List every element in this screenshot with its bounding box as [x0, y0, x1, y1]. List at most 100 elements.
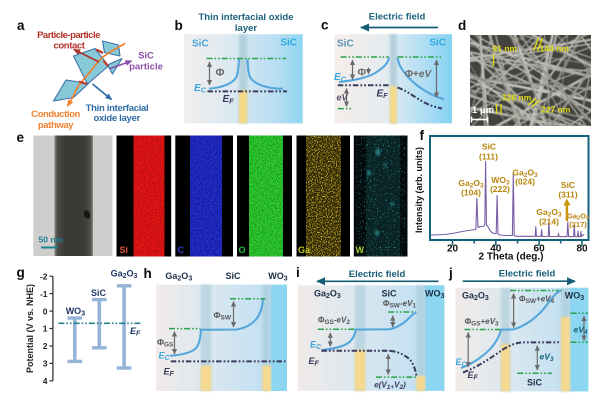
svg-text:j: j [448, 266, 453, 281]
svg-text:WO3: WO3 [66, 306, 86, 318]
svg-text:Ga2O3: Ga2O3 [512, 168, 538, 180]
svg-text:Conduction: Conduction [31, 109, 80, 120]
svg-text:WO3: WO3 [565, 291, 585, 303]
svg-text:Potential (V vs. NHE): Potential (V vs. NHE) [25, 284, 35, 373]
svg-text:ΦSW-eV1: ΦSW-eV1 [383, 299, 417, 310]
svg-text:Thin interfacial: Thin interfacial [86, 103, 149, 114]
svg-text:1 μm: 1 μm [472, 105, 494, 116]
svg-text:(217): (217) [569, 220, 587, 229]
svg-text:SiC: SiC [280, 38, 297, 49]
svg-text:20: 20 [447, 244, 459, 255]
svg-text:SiC: SiC [138, 51, 154, 62]
svg-text:SiC: SiC [225, 271, 241, 281]
svg-text:Electric field: Electric field [349, 269, 406, 280]
svg-text:e: e [17, 130, 25, 145]
svg-text:WO3: WO3 [491, 175, 510, 187]
svg-text:Particle-particle: Particle-particle [37, 30, 100, 41]
svg-text:EF: EF [164, 367, 175, 379]
svg-text:contact: contact [54, 41, 86, 52]
svg-text:ΦGS: ΦGS [157, 337, 174, 349]
svg-text:(104): (104) [461, 188, 481, 198]
svg-text:Ga: Ga [298, 245, 311, 255]
svg-text:1: 1 [43, 324, 48, 334]
svg-text:Intensity (arb. units): Intensity (arb. units) [414, 147, 424, 233]
svg-text:-2: -2 [40, 271, 48, 281]
svg-text:2 Theta (deg.): 2 Theta (deg.) [478, 252, 543, 263]
svg-text:50 nm: 50 nm [39, 235, 64, 245]
svg-text:SiC: SiC [381, 289, 397, 299]
svg-text:EF: EF [223, 94, 235, 106]
svg-text:f: f [420, 128, 425, 143]
svg-text:WO3: WO3 [268, 271, 288, 283]
svg-text:Electric field: Electric field [499, 269, 556, 280]
svg-text:i: i [296, 265, 300, 280]
svg-text:3: 3 [43, 359, 48, 369]
svg-text:Si: Si [120, 245, 129, 255]
svg-text:SiC: SiC [192, 39, 209, 50]
svg-text:pathway: pathway [38, 120, 74, 131]
svg-text:SiC: SiC [561, 180, 575, 190]
svg-text:EF: EF [309, 356, 320, 368]
svg-text:a: a [17, 18, 25, 33]
svg-text:EC: EC [456, 357, 468, 369]
svg-text:SiC: SiC [337, 39, 354, 50]
svg-text:227 nm: 227 nm [541, 105, 571, 115]
svg-text:(111): (111) [479, 152, 498, 162]
svg-text:WO3: WO3 [425, 289, 445, 301]
svg-text:ΦSW: ΦSW [214, 310, 232, 322]
svg-text:Thin interfacial oxide: Thin interfacial oxide [198, 12, 293, 23]
svg-text:ΦGS-eV2: ΦGS-eV2 [318, 316, 350, 327]
svg-text:ΦGS+eV3: ΦGS+eV3 [465, 317, 499, 328]
svg-text:(214): (214) [539, 216, 559, 226]
svg-text:g: g [17, 265, 25, 280]
svg-text:ΦSW+eV4: ΦSW+eV4 [519, 295, 555, 306]
svg-text:EC: EC [159, 351, 171, 363]
svg-text:O: O [239, 245, 246, 255]
svg-text:EC: EC [310, 340, 322, 352]
svg-text:2: 2 [43, 341, 48, 351]
svg-text:EF: EF [468, 370, 479, 382]
svg-text:Ga2O3: Ga2O3 [567, 212, 589, 222]
svg-text:Φ: Φ [216, 67, 225, 79]
svg-text:SiC: SiC [482, 142, 496, 152]
svg-text:Φ+eV: Φ+eV [405, 69, 433, 80]
svg-text:eV4: eV4 [574, 325, 588, 337]
svg-text:C: C [178, 245, 185, 255]
svg-text:326 nm: 326 nm [502, 93, 532, 103]
svg-text:SiC: SiC [429, 38, 446, 49]
svg-text:particle: particle [129, 62, 163, 73]
svg-text:(222): (222) [490, 184, 510, 194]
svg-text:91 nm: 91 nm [493, 44, 518, 54]
svg-text:layer: layer [235, 23, 257, 34]
svg-text:40: 40 [490, 244, 502, 255]
svg-text:d: d [458, 18, 466, 33]
svg-text:SiC: SiC [91, 288, 107, 298]
svg-text:oxide layer: oxide layer [94, 113, 141, 124]
svg-text:EF: EF [130, 326, 141, 338]
svg-text:W: W [356, 245, 365, 255]
svg-text:Φ: Φ [358, 67, 367, 79]
svg-text:h: h [144, 266, 152, 281]
svg-text:Ga2O3: Ga2O3 [314, 289, 341, 301]
svg-text:eV: eV [337, 93, 349, 103]
svg-text:c: c [321, 18, 329, 33]
svg-text:60: 60 [534, 244, 546, 255]
svg-text:Ga2O3: Ga2O3 [165, 271, 192, 283]
svg-text:4: 4 [43, 376, 48, 386]
svg-text:-1: -1 [40, 289, 48, 299]
svg-text:EC: EC [194, 83, 207, 95]
svg-text:e(V1+V2): e(V1+V2) [374, 381, 406, 392]
svg-text:Electric field: Electric field [369, 12, 426, 23]
svg-text:Ga2O3: Ga2O3 [111, 269, 138, 281]
svg-text:144 nm: 144 nm [540, 44, 570, 54]
svg-text:SiC: SiC [527, 378, 543, 388]
svg-text:Ga2O3: Ga2O3 [458, 178, 484, 190]
svg-text:(024): (024) [515, 177, 535, 187]
svg-text:Ga2O3: Ga2O3 [536, 207, 562, 219]
svg-text:80: 80 [576, 244, 588, 255]
svg-text:(311): (311) [558, 190, 578, 200]
svg-text:b: b [175, 18, 183, 33]
svg-text:Ga2O3: Ga2O3 [462, 291, 489, 303]
svg-text:EF: EF [377, 89, 389, 101]
svg-text:EC: EC [334, 72, 347, 84]
